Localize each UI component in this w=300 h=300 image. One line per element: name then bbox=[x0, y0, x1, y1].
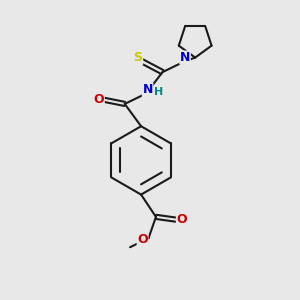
Text: H: H bbox=[154, 87, 163, 97]
Text: N: N bbox=[142, 83, 153, 97]
Text: O: O bbox=[137, 233, 148, 246]
Text: O: O bbox=[176, 213, 187, 226]
Text: O: O bbox=[94, 93, 104, 106]
Text: N: N bbox=[180, 51, 190, 64]
Text: S: S bbox=[134, 51, 142, 64]
